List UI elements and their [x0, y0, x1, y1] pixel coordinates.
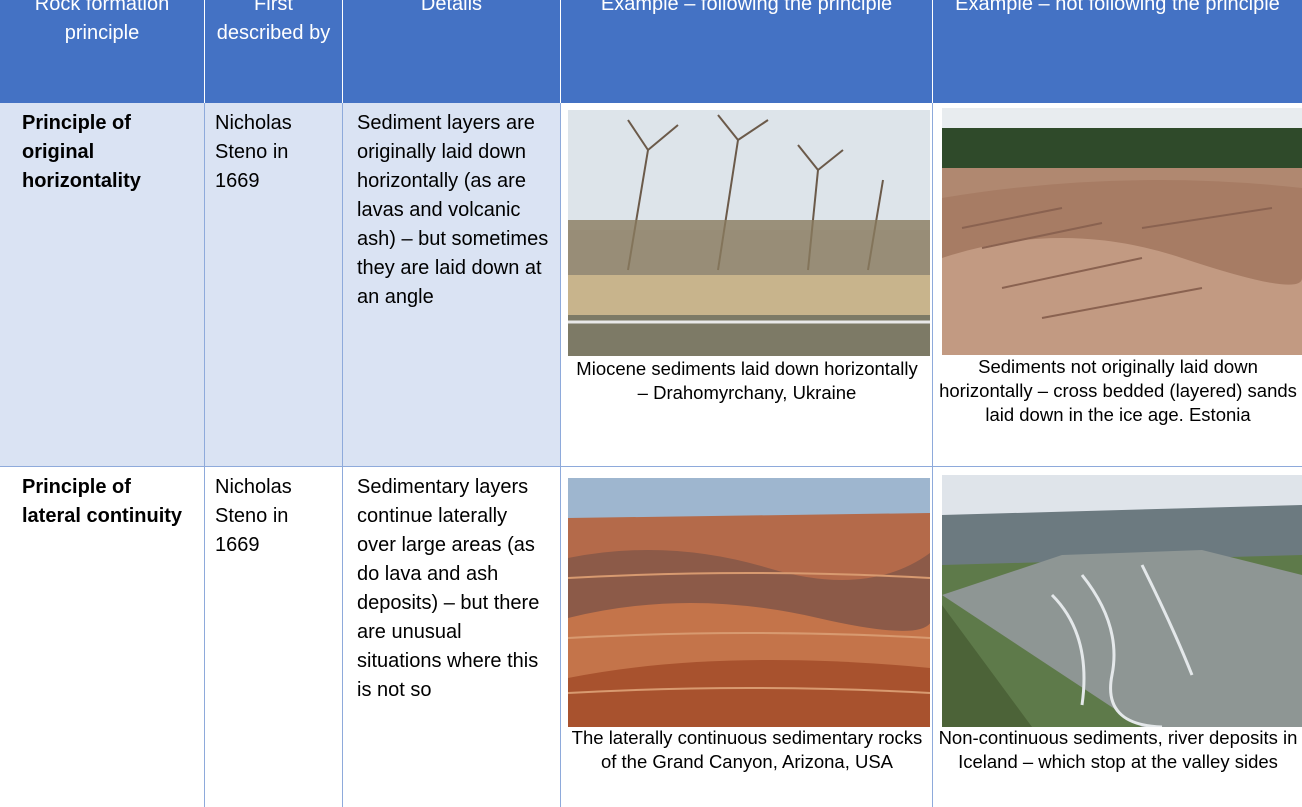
details-cell: Sedimentary layers continue laterally ov… [343, 467, 561, 807]
photo [568, 110, 930, 356]
header-text: Example – not following the principle [955, 0, 1280, 15]
image-cell: Miocene sediments laid down horizontally… [561, 103, 933, 467]
author-cell: Nicholas Steno in 1669 [205, 467, 343, 807]
header-cell: Example – following the principle [561, 0, 933, 103]
header-cell: First described by [205, 0, 343, 103]
caption: The laterally continuous sedimentary roc… [571, 727, 923, 772]
author-cell: Nicholas Steno in 1669 [205, 103, 343, 467]
photo [568, 478, 930, 727]
image-cell: Non-continuous sediments, river deposits… [933, 467, 1302, 807]
header-text: Example – following the principle [600, 0, 893, 15]
principle-cell: Principle of original horizontality [0, 103, 205, 467]
header-text: Details [420, 0, 483, 15]
photo [942, 475, 1302, 727]
header-cell: Details [343, 0, 561, 103]
image-cell: Sediments not originally laid down horiz… [933, 103, 1302, 467]
image-cell: The laterally continuous sedimentary roc… [561, 467, 933, 807]
header-text: Rock formation principle [34, 0, 170, 44]
details-cell: Sediment layers are originally laid down… [343, 103, 561, 467]
caption: Miocene sediments laid down horizontally… [576, 358, 918, 403]
caption: Sediments not originally laid down horiz… [939, 356, 1297, 425]
header-cell: Rock formation principle [0, 0, 205, 103]
principle-cell: Principle of lateral continuity [0, 467, 205, 807]
header-cell: Example – not following the principle [933, 0, 1302, 103]
caption: Non-continuous sediments, river deposits… [938, 727, 1298, 772]
photo [942, 108, 1302, 355]
header-text: First described by [216, 0, 331, 44]
